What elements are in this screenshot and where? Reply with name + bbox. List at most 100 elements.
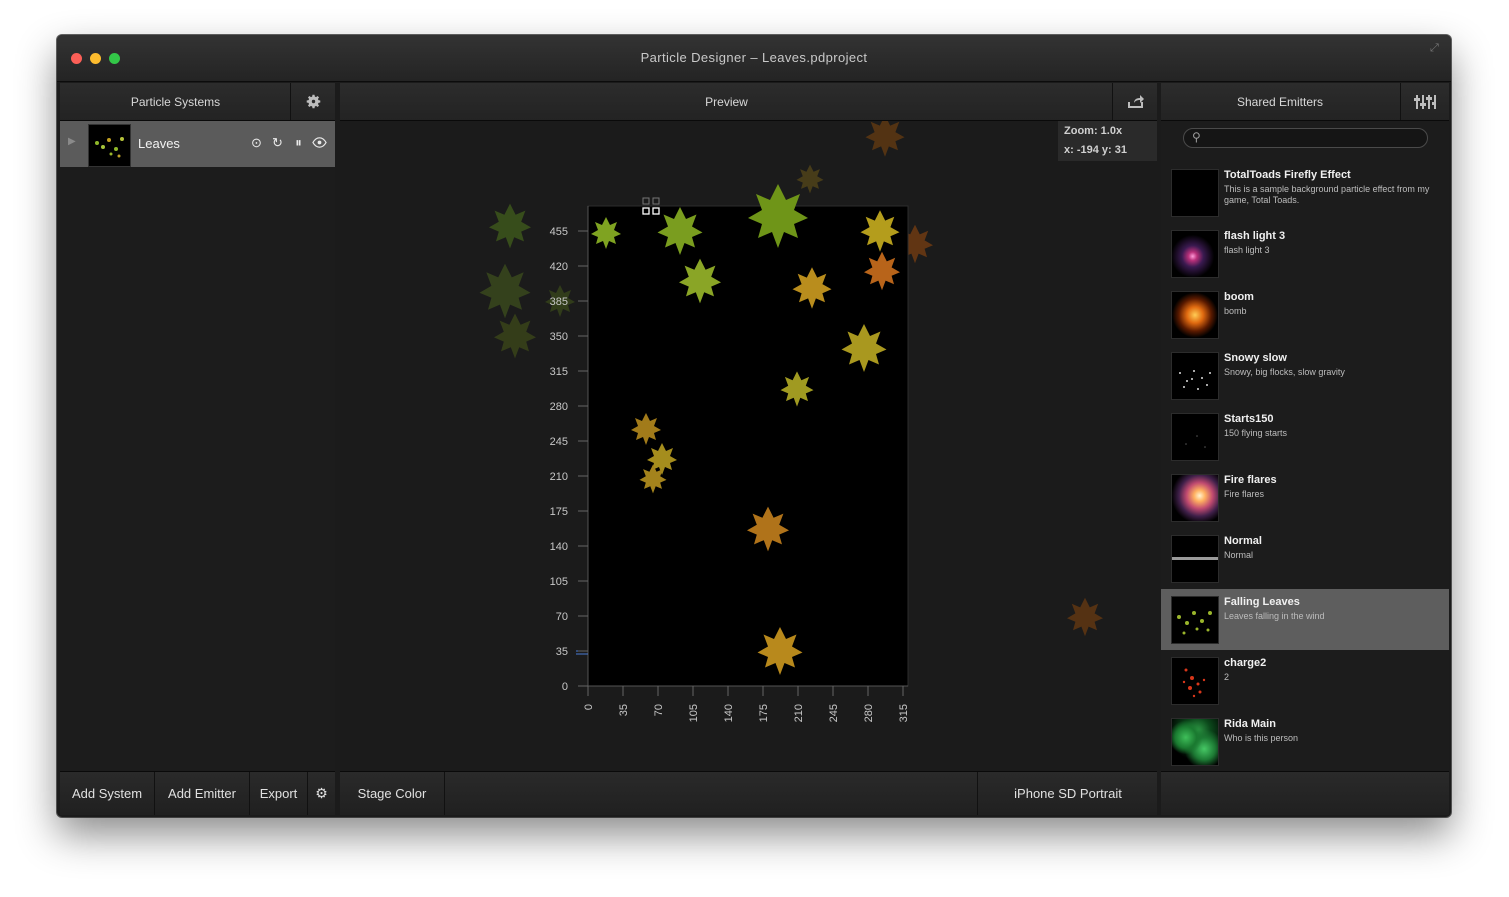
y-tick-label: 140 <box>550 541 568 553</box>
title-bar: Particle Designer – Leaves.pdproject ⤢ <box>57 35 1451 82</box>
cursor-coordinates: x: -194 y: 31 <box>1064 144 1127 156</box>
emitter-name: Rida Main <box>1224 718 1276 730</box>
preview-title: Preview <box>705 95 748 109</box>
emitter-item-normal[interactable]: Normal Normal <box>1161 528 1449 589</box>
x-tick-label: 0 <box>583 704 595 710</box>
close-window-button[interactable] <box>71 53 82 64</box>
emitter-thumbnail <box>1171 657 1219 705</box>
emitter-description: This is a sample background particle eff… <box>1224 184 1430 205</box>
particle-systems-title: Particle Systems <box>130 95 221 109</box>
emitter-item-rida-main[interactable]: Rida Main Who is this person <box>1161 711 1449 772</box>
emitter-item-totaltoads[interactable]: TotalToads Firefly Effect This is a samp… <box>1161 162 1449 223</box>
shared-emitters-title: Shared Emitters <box>1236 95 1324 109</box>
disclosure-triangle-icon[interactable]: ▶ <box>68 136 76 147</box>
emitter-name: flash light 3 <box>1224 230 1286 242</box>
emitter-thumbnail <box>1171 230 1219 278</box>
emitter-thumbnail <box>1171 352 1219 400</box>
preview-header: Preview <box>340 83 1157 121</box>
y-axis-ticks: 0 35 70 105 140 175 210 245 280 315 350 385 420 455 <box>550 226 588 693</box>
add-system-button[interactable]: Add System <box>60 772 155 815</box>
y-tick-label: 245 <box>550 436 568 448</box>
emitter-item-falling-leaves[interactable]: Falling Leaves Leaves falling in the win… <box>1161 589 1449 650</box>
emitter-description: Snowy, big flocks, slow gravity <box>1224 367 1345 377</box>
add-emitter-button[interactable]: Add Emitter <box>155 772 250 815</box>
systems-settings-button[interactable] <box>290 83 335 120</box>
systems-footer: Add System Add Emitter Export ⚙ <box>60 771 335 815</box>
x-tick-label: 315 <box>898 704 910 722</box>
emitter-name: Falling Leaves <box>1224 596 1300 608</box>
emitter-thumbnail <box>1171 596 1219 644</box>
emitter-thumbnail <box>1171 413 1219 461</box>
emitter-thumbnail <box>1171 169 1219 217</box>
gear-icon: ⚙ <box>315 785 328 801</box>
x-tick-label: 175 <box>758 704 770 722</box>
emitter-description: bomb <box>1224 306 1247 316</box>
emitter-item-starts150[interactable]: Starts150 150 flying starts <box>1161 406 1449 467</box>
share-icon <box>1128 94 1144 108</box>
shared-emitters-panel: Shared Emitters ⚲ TotalToads Firefly Eff… <box>1161 83 1449 815</box>
x-tick-label: 245 <box>828 704 840 722</box>
system-row-leaves[interactable]: ▶ Leaves ⊙ ↻ ⏸ <box>60 121 335 167</box>
filter-button[interactable] <box>1400 83 1449 120</box>
stage-rect <box>587 205 909 687</box>
x-tick-label: 105 <box>688 704 700 722</box>
emitter-search[interactable]: ⚲ <box>1183 128 1428 148</box>
restart-icon[interactable]: ↻ <box>272 135 283 150</box>
zoom-info-box: Zoom: 1.0x x: -194 y: 31 <box>1058 121 1157 161</box>
y-tick-label: 0 <box>562 681 568 693</box>
emitter-item-boom[interactable]: boom bomb <box>1161 284 1449 345</box>
emitter-handle[interactable] <box>642 197 660 215</box>
device-select-button[interactable]: iPhone SD Portrait <box>977 772 1158 815</box>
particle-systems-header: Particle Systems <box>60 83 335 121</box>
export-button[interactable]: Export <box>250 772 308 815</box>
particle-systems-panel: Particle Systems ▶ Leaves ⊙ ↻ ⏸ <box>60 83 335 815</box>
emitter-description: Fire flares <box>1224 489 1265 499</box>
y-tick-label: 35 <box>556 646 568 658</box>
emitter-description: 2 <box>1224 672 1230 682</box>
y-tick-label: 175 <box>550 506 568 518</box>
emitter-thumbnail <box>1171 535 1219 583</box>
y-tick-label: 210 <box>550 471 568 483</box>
preview-footer: Stage Color iPhone SD Portrait <box>340 771 1157 815</box>
y-tick-label: 455 <box>550 226 568 238</box>
preview-panel: Preview <box>340 83 1157 815</box>
emitter-item-snowy-slow[interactable]: Snowy slow Snowy, big flocks, slow gravi… <box>1161 345 1449 406</box>
y-tick-label: 420 <box>550 261 568 273</box>
emitter-name: TotalToads Firefly Effect <box>1224 169 1351 181</box>
emitter-name: Snowy slow <box>1224 352 1287 364</box>
emitter-description: 150 flying starts <box>1224 428 1288 438</box>
emitter-name: Starts150 <box>1224 413 1274 425</box>
x-tick-label: 35 <box>618 704 630 716</box>
system-thumbnail <box>88 124 131 167</box>
fullscreen-icon[interactable]: ⤢ <box>1430 42 1439 54</box>
emitter-description: Normal <box>1224 550 1254 560</box>
visibility-eye-icon[interactable] <box>312 135 327 150</box>
y-tick-label: 350 <box>550 331 568 343</box>
emitters-footer <box>1161 771 1449 815</box>
x-tick-label: 210 <box>793 704 805 722</box>
emitter-name: boom <box>1224 291 1254 303</box>
emitter-name: Normal <box>1224 535 1262 547</box>
target-icon[interactable]: ⊙ <box>251 135 262 150</box>
zoom-window-button[interactable] <box>109 53 120 64</box>
y-tick-label: 315 <box>550 366 568 378</box>
emitter-item-flash-light-3[interactable]: flash light 3 flash light 3 <box>1161 223 1449 284</box>
system-name: Leaves <box>138 136 180 151</box>
minimize-window-button[interactable] <box>90 53 101 64</box>
y-tick-label: 280 <box>550 401 568 413</box>
share-button[interactable] <box>1112 83 1157 120</box>
search-icon: ⚲ <box>1192 130 1201 144</box>
search-input[interactable] <box>1210 130 1424 147</box>
zoom-level: Zoom: 1.0x <box>1064 125 1123 137</box>
x-tick-label: 280 <box>863 704 875 722</box>
emitter-description: flash light 3 <box>1224 245 1270 255</box>
pause-icon[interactable]: ⏸ <box>295 135 302 150</box>
emitter-item-charge2[interactable]: charge2 2 <box>1161 650 1449 711</box>
export-settings-button[interactable]: ⚙ <box>308 772 335 815</box>
emitter-item-fire-flares[interactable]: Fire flares Fire flares <box>1161 467 1449 528</box>
preview-canvas[interactable]: 0 35 70 105 140 175 210 245 280 315 350 385 420 455 0… <box>340 121 1157 771</box>
shared-emitters-header: Shared Emitters <box>1161 83 1449 121</box>
emitter-thumbnail <box>1171 474 1219 522</box>
stage-color-button[interactable]: Stage Color <box>340 772 445 815</box>
